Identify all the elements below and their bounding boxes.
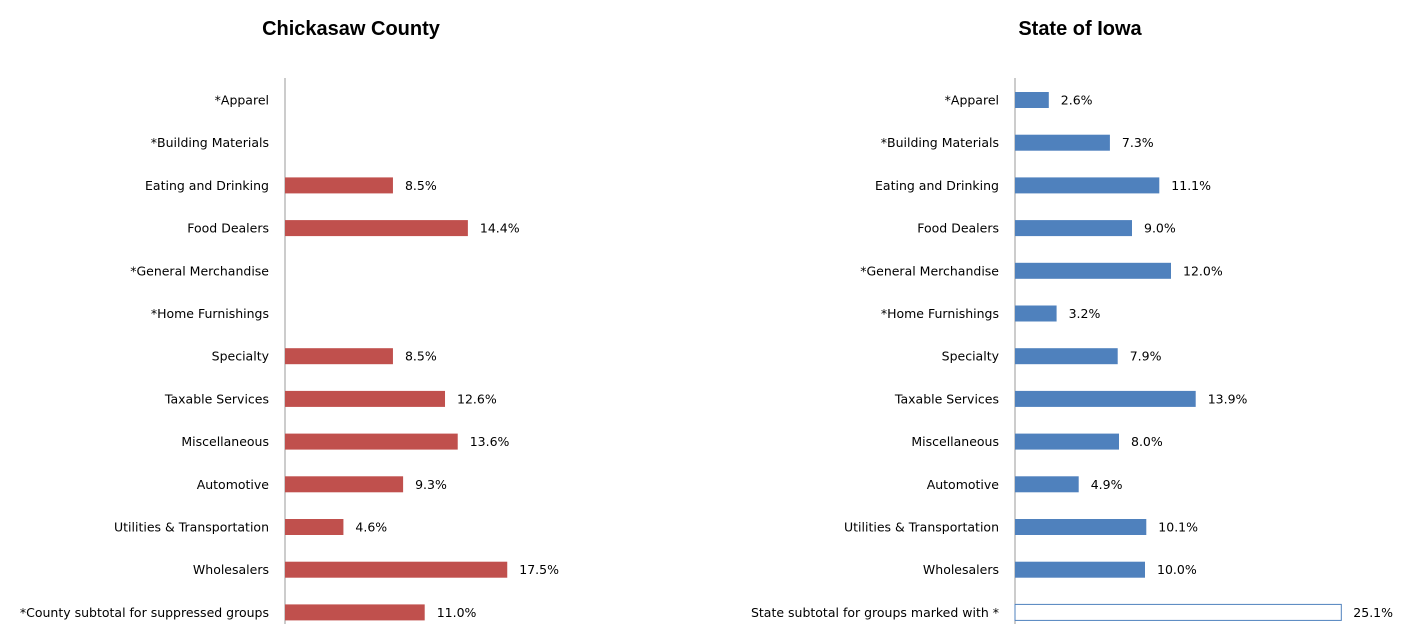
county-bar [285,561,508,578]
state-value-label: 7.3% [1122,135,1154,150]
state-bar [1015,348,1118,365]
county-category-label: *Home Furnishings [151,306,269,321]
state-bar [1015,305,1057,322]
state-bar [1015,262,1171,279]
state-value-label: 7.9% [1130,349,1162,364]
county-bar [285,433,458,450]
state-category-label: *Apparel [945,93,999,108]
state-value-label: 2.6% [1061,93,1093,108]
county-bar [285,348,393,365]
county-bar [285,476,404,493]
county-chart-panel: *Apparel *Building Materials Eating and Dr… [20,78,559,624]
state-category-label: *Home Furnishings [881,306,999,321]
state-bar [1015,220,1132,237]
state-value-label: 11.1% [1171,178,1211,193]
state-bar [1015,561,1145,578]
state-category-label: *Building Materials [881,135,999,150]
county-value-label: 12.6% [457,391,497,406]
state-category-label: *General Merchandise [860,263,999,278]
county-category-label: Utilities & Transportation [114,520,269,535]
county-value-label: 4.6% [355,520,387,535]
state-value-label: 9.0% [1144,221,1176,236]
state-category-label: Taxable Services [894,391,999,406]
county-bar [285,390,446,407]
state-category-label: Specialty [942,349,1000,364]
state-value-label: 13.9% [1208,391,1248,406]
state-value-label: 12.0% [1183,263,1223,278]
county-value-label: 14.4% [480,221,520,236]
county-value-label: 13.6% [470,434,510,449]
state-bar [1014,603,1342,621]
county-category-label: Specialty [212,349,270,364]
county-value-label: 8.5% [405,178,437,193]
state-category-label: Utilities & Transportation [844,520,999,535]
county-category-label: *Apparel [215,93,269,108]
state-category-label: Automotive [927,477,1000,492]
county-bar [285,519,344,535]
state-category-label: Wholesalers [923,562,999,577]
state-bar [1015,390,1196,407]
state-bar [1015,92,1049,108]
county-category-label: Taxable Services [164,391,269,406]
state-chart-panel: *Apparel 2.6% *Building Materials 7.3% Eatin… [751,78,1393,624]
state-bar [1015,134,1110,151]
county-category-label: Wholesalers [193,562,269,577]
state-value-label: 8.0% [1131,434,1163,449]
county-category-label: Food Dealers [187,221,269,236]
county-category-label: *County subtotal for suppressed groups [20,605,269,620]
state-value-label: 25.1% [1353,605,1393,620]
county-value-label: 8.5% [405,349,437,364]
county-category-label: *Building Materials [151,135,269,150]
county-category-label: Eating and Drinking [145,178,269,193]
state-category-label: Food Dealers [917,221,999,236]
state-value-label: 10.0% [1157,562,1197,577]
state-category-label: State subtotal for groups marked with * [751,605,999,620]
state-value-label: 4.9% [1091,477,1123,492]
chart-title-state: State of Iowa [1018,18,1142,40]
county-bar [285,604,425,621]
county-value-label: 17.5% [519,562,559,577]
state-category-label: Eating and Drinking [875,178,999,193]
chart-title-county: Chickasaw County [262,18,441,40]
state-bar [1015,519,1147,535]
state-value-label: 10.1% [1158,520,1198,535]
state-bar [1015,476,1079,493]
county-category-label: Miscellaneous [181,434,269,449]
state-bar [1015,433,1119,450]
state-bar [1015,177,1160,194]
county-bar [285,220,468,237]
state-category-label: Miscellaneous [911,434,999,449]
county-category-label: *General Merchandise [130,263,269,278]
county-bar [285,177,393,194]
county-category-label: Automotive [197,477,270,492]
state-value-label: 3.2% [1069,306,1101,321]
county-value-label: 9.3% [415,477,447,492]
county-value-label: 11.0% [437,605,477,620]
